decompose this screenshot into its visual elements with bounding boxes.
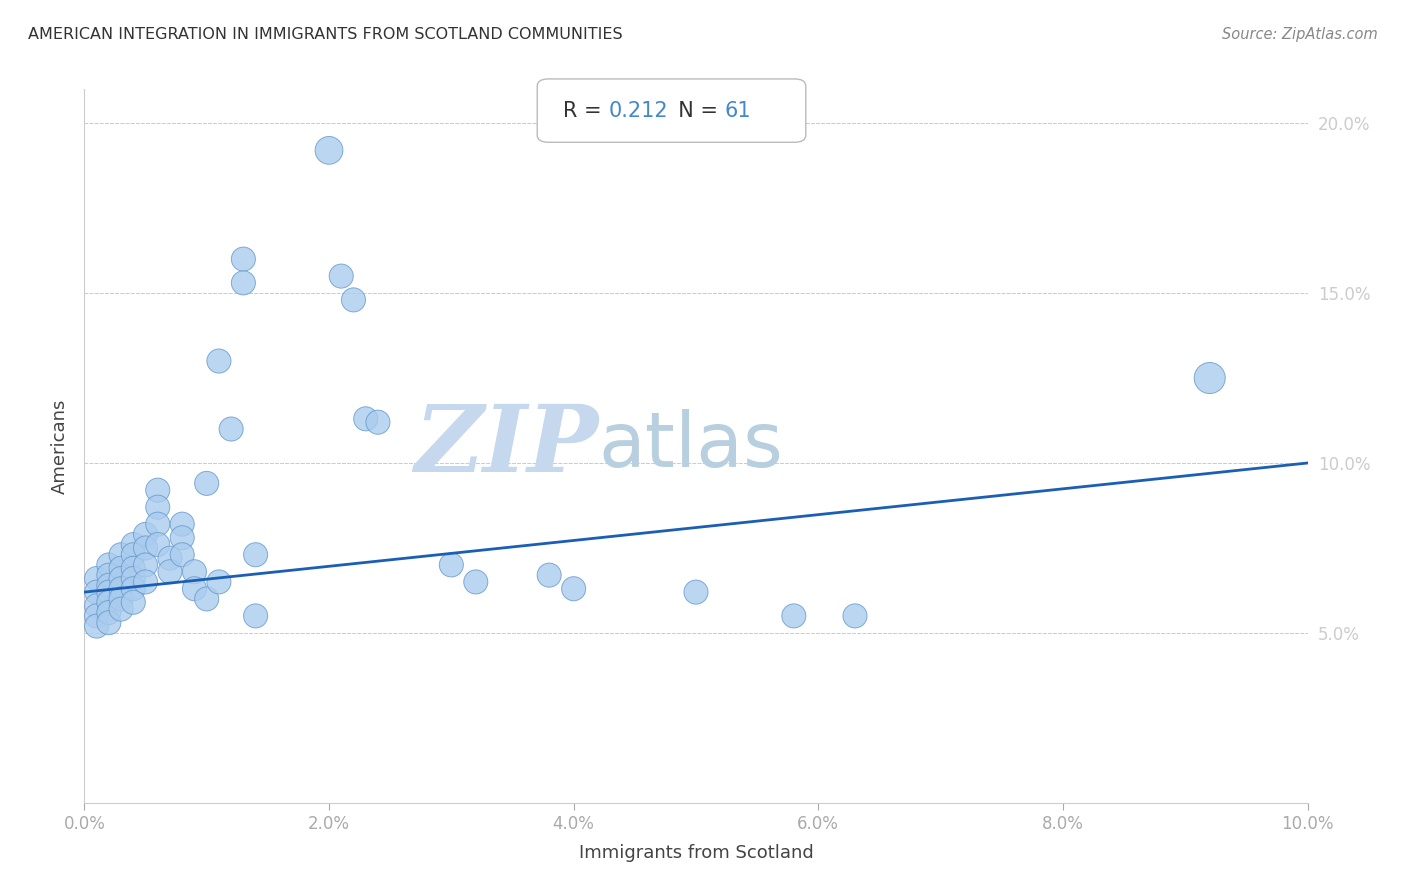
Point [86, 619, 108, 633]
Point [97, 595, 120, 609]
Point [110, 591, 132, 606]
Point [159, 551, 181, 566]
Point [135, 574, 157, 589]
Point [208, 574, 231, 589]
Point [330, 269, 353, 284]
Point [86, 585, 108, 599]
Text: Source: ZipAtlas.com: Source: ZipAtlas.com [1222, 27, 1378, 42]
Point [195, 591, 218, 606]
Text: 0.212: 0.212 [609, 101, 668, 120]
Point [97, 558, 120, 572]
Point [232, 252, 254, 266]
Point [562, 582, 585, 596]
Point [110, 582, 132, 596]
Point [208, 354, 231, 368]
Point [538, 568, 561, 582]
Point [97, 606, 120, 620]
Point [232, 276, 254, 290]
Point [183, 565, 205, 579]
Point [844, 608, 866, 623]
Text: AMERICAN INTEGRATION IN IMMIGRANTS FROM SCOTLAND COMMUNITIES: AMERICAN INTEGRATION IN IMMIGRANTS FROM … [28, 27, 623, 42]
Point [172, 531, 194, 545]
Point [219, 422, 242, 436]
Point [783, 608, 806, 623]
Point [146, 500, 169, 515]
Point [122, 561, 145, 575]
Point [464, 574, 486, 589]
Point [135, 527, 157, 541]
Point [97, 568, 120, 582]
Text: N =: N = [665, 101, 725, 120]
Text: 61: 61 [725, 101, 752, 120]
Y-axis label: Americans: Americans [51, 399, 69, 493]
Text: ZIP: ZIP [413, 401, 598, 491]
Point [110, 561, 132, 575]
Point [172, 548, 194, 562]
Point [354, 412, 377, 426]
Point [122, 572, 145, 586]
Point [367, 415, 389, 429]
Point [146, 483, 169, 498]
Text: atlas: atlas [598, 409, 783, 483]
Point [195, 476, 218, 491]
Point [86, 599, 108, 613]
Point [110, 548, 132, 562]
Point [685, 585, 707, 599]
Point [159, 565, 181, 579]
Point [342, 293, 364, 307]
Point [245, 608, 267, 623]
Point [1198, 371, 1220, 385]
Point [183, 582, 205, 596]
Point [110, 572, 132, 586]
Point [146, 517, 169, 532]
Point [135, 541, 157, 555]
Point [135, 558, 157, 572]
Point [172, 517, 194, 532]
Point [86, 608, 108, 623]
Point [97, 585, 120, 599]
Point [122, 548, 145, 562]
Text: R =: R = [562, 101, 609, 120]
Point [146, 537, 169, 551]
Point [122, 537, 145, 551]
X-axis label: Immigrants from Scotland: Immigrants from Scotland [579, 844, 813, 862]
Point [245, 548, 267, 562]
Point [122, 582, 145, 596]
Point [318, 144, 340, 158]
Point [110, 602, 132, 616]
Point [97, 578, 120, 592]
Point [440, 558, 463, 572]
Point [97, 615, 120, 630]
Point [86, 572, 108, 586]
Point [122, 595, 145, 609]
